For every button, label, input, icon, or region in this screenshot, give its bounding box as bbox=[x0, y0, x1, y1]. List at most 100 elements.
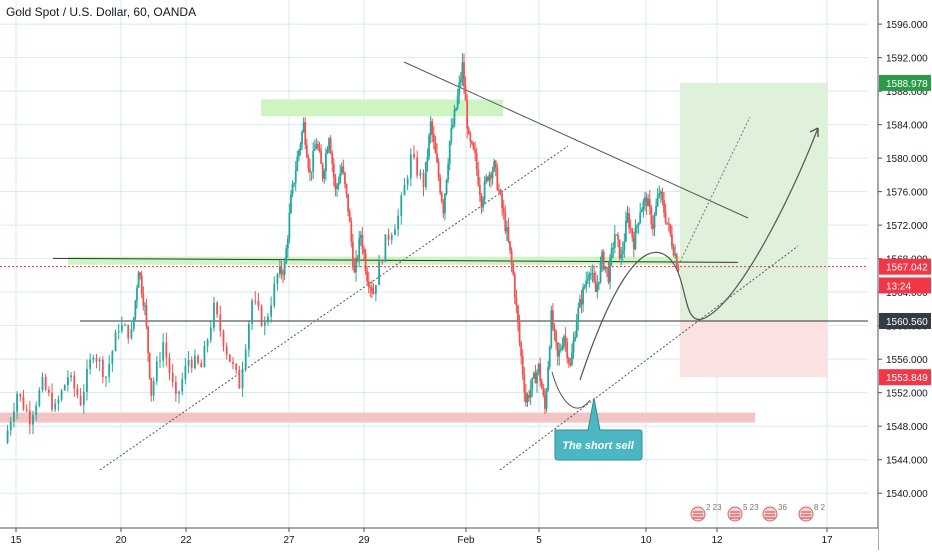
candle-body bbox=[604, 266, 607, 270]
candle-body bbox=[35, 405, 38, 416]
candle bbox=[251, 298, 253, 331]
candle bbox=[387, 228, 390, 246]
candle bbox=[424, 161, 427, 191]
candle bbox=[120, 316, 123, 334]
candle-body bbox=[263, 322, 266, 326]
price-label-box bbox=[879, 74, 931, 91]
candle bbox=[372, 283, 375, 295]
candle-body bbox=[669, 224, 672, 235]
candle bbox=[359, 230, 362, 246]
candle bbox=[147, 325, 149, 362]
candle bbox=[659, 189, 662, 203]
descending-trend-line bbox=[403, 61, 749, 219]
candle bbox=[288, 203, 291, 244]
candle-body bbox=[340, 166, 343, 174]
candle bbox=[209, 320, 212, 343]
candle bbox=[278, 260, 281, 278]
event-flag-icon[interactable]: 36 bbox=[762, 503, 787, 522]
candle-body bbox=[469, 134, 472, 142]
axis-background bbox=[878, 0, 932, 550]
price-label: 1588.978 bbox=[886, 79, 928, 90]
candle-body bbox=[51, 392, 53, 410]
candle bbox=[526, 392, 529, 407]
candle-body bbox=[89, 359, 92, 369]
candle-body bbox=[142, 293, 145, 306]
candle-body bbox=[374, 285, 377, 294]
candle bbox=[124, 323, 126, 326]
candle bbox=[499, 188, 502, 196]
candle bbox=[254, 291, 257, 305]
candle-body bbox=[304, 122, 307, 145]
candle bbox=[617, 232, 619, 248]
event-icons[interactable]: 2 23 5 23 36 8 2 bbox=[690, 503, 826, 522]
candle-body bbox=[181, 379, 184, 392]
candle-body bbox=[409, 154, 412, 179]
candle-body bbox=[260, 306, 263, 326]
candle-body bbox=[558, 350, 561, 357]
candle-body bbox=[548, 347, 551, 368]
candle-body bbox=[73, 375, 76, 389]
candle-body bbox=[661, 191, 664, 201]
candle bbox=[28, 401, 31, 435]
candle-body bbox=[578, 299, 581, 308]
candle-body bbox=[54, 403, 57, 410]
candle bbox=[577, 302, 580, 331]
candle-body bbox=[422, 172, 425, 188]
callout: The short sell bbox=[554, 397, 643, 461]
candle-body bbox=[108, 364, 111, 377]
candle bbox=[13, 402, 15, 428]
candle bbox=[378, 254, 380, 286]
candle bbox=[86, 359, 88, 401]
candle-body bbox=[283, 263, 286, 275]
event-flag-icon[interactable]: 8 2 bbox=[798, 503, 826, 522]
candle-body bbox=[297, 150, 300, 157]
event-circle bbox=[727, 506, 743, 522]
event-flag-icon[interactable]: 2 23 bbox=[690, 503, 722, 522]
candle-body bbox=[137, 272, 140, 288]
candle-body bbox=[645, 197, 648, 206]
candle-body bbox=[238, 369, 241, 389]
candle bbox=[458, 75, 461, 105]
candle-body bbox=[145, 305, 148, 327]
candle bbox=[323, 168, 326, 184]
candle bbox=[621, 241, 624, 263]
candle-body bbox=[598, 281, 600, 285]
candle bbox=[358, 230, 361, 268]
time-tick-label: 17 bbox=[821, 535, 833, 546]
candle-body bbox=[494, 160, 497, 168]
candle bbox=[321, 162, 324, 182]
candle-body bbox=[293, 182, 296, 184]
candle bbox=[190, 356, 193, 373]
candle bbox=[9, 417, 12, 436]
candle bbox=[653, 212, 656, 237]
candle-body bbox=[634, 227, 637, 250]
candle-body bbox=[347, 194, 350, 212]
candle bbox=[263, 316, 266, 336]
time-tick-label: 20 bbox=[115, 535, 127, 546]
candle-body bbox=[219, 314, 222, 332]
candle bbox=[588, 271, 591, 288]
candle bbox=[626, 205, 629, 224]
candle bbox=[22, 389, 25, 411]
candle bbox=[273, 276, 276, 309]
candle bbox=[531, 377, 534, 398]
candle-body bbox=[178, 391, 180, 394]
event-flag-icon[interactable]: 5 23 bbox=[727, 503, 759, 522]
candle-body bbox=[571, 352, 573, 366]
candle-body bbox=[580, 299, 583, 305]
candle bbox=[571, 343, 573, 367]
candle bbox=[586, 271, 589, 285]
candle-body bbox=[213, 302, 215, 328]
projection-line bbox=[679, 116, 751, 263]
candle bbox=[601, 249, 604, 273]
axis-tick-label: 1580.000 bbox=[886, 154, 928, 165]
flag-stripes-icon bbox=[765, 511, 775, 519]
candle bbox=[397, 208, 400, 237]
candle-body bbox=[672, 246, 675, 256]
candle bbox=[434, 135, 437, 154]
candle-body bbox=[124, 324, 126, 326]
candle bbox=[315, 138, 318, 150]
candle bbox=[477, 161, 480, 187]
